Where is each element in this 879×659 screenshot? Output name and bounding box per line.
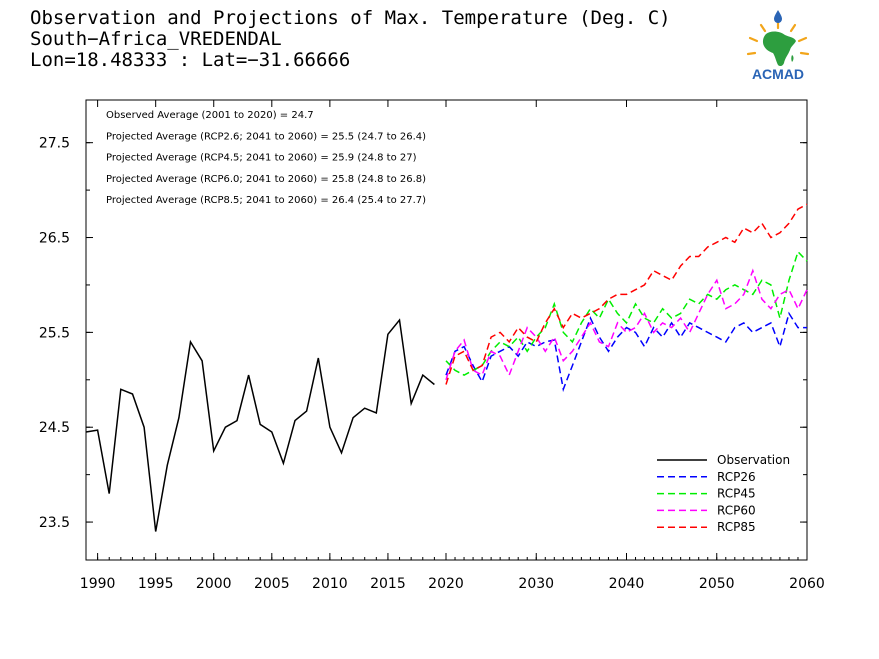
y-tick-label: 24.5	[39, 420, 70, 436]
x-tick-label: 2020	[428, 576, 464, 592]
x-tick-label: 2005	[254, 576, 290, 592]
series-line-rcp60	[445, 268, 808, 381]
y-tick-label: 23.5	[39, 515, 70, 531]
chart-subtitle: South−Africa_VREDENDAL	[30, 28, 282, 50]
annotation-2: Projected Average (RCP4.5; 2041 to 2060)…	[106, 153, 417, 164]
series-line-rcp85	[445, 203, 808, 385]
y-tick-label: 27.5	[39, 136, 70, 152]
x-tick-label: 2000	[196, 576, 232, 592]
annotation-4: Projected Average (RCP8.5; 2041 to 2060)…	[106, 195, 426, 206]
x-tick-label: 1995	[138, 576, 174, 592]
annotation-0: Observed Average (2001 to 2020) = 24.7	[106, 110, 314, 121]
annotation-1: Projected Average (RCP2.6; 2041 to 2060)…	[106, 131, 426, 142]
series-line-rcp26	[445, 311, 807, 393]
acmad-africa-logo-icon: ACMAD	[746, 10, 810, 82]
x-tick-label: 2060	[789, 576, 825, 592]
legend-label-rcp26: RCP26	[717, 470, 756, 484]
chart-title: Observation and Projections of Max. Temp…	[30, 7, 671, 29]
y-tick-label: 25.5	[39, 325, 70, 341]
y-axis: 23.5 24.5 25.5 26.5 27.5	[39, 136, 807, 531]
legend-label-rcp60: RCP60	[717, 503, 756, 517]
x-tick-label: 2050	[699, 576, 735, 592]
legend-label-observation: Observation	[717, 453, 790, 467]
x-tick-label: 2030	[518, 576, 554, 592]
legend: Observation RCP26 RCP45 RCP60 RCP85	[657, 453, 790, 534]
title-block: Observation and Projections of Max. Temp…	[30, 8, 671, 71]
x-tick-label: 2040	[609, 576, 645, 592]
x-axis: 1990 1995 2000 2005 2010 2015 2020 2030 2040 2050…	[80, 100, 825, 592]
x-tick-label: 2015	[370, 576, 406, 592]
annotations: Observed Average (2001 to 2020) = 24.7 Pr…	[106, 110, 426, 206]
legend-label-rcp45: RCP45	[717, 487, 756, 501]
series-group	[85, 203, 808, 532]
y-tick-label: 26.5	[39, 231, 70, 247]
plot-frame	[85, 99, 808, 561]
logo-text: ACMAD	[752, 66, 804, 82]
x-tick-label: 1990	[80, 576, 116, 592]
annotation-3: Projected Average (RCP6.0; 2041 to 2060)…	[106, 174, 426, 185]
x-tick-label: 2010	[312, 576, 348, 592]
series-line-rcp45	[445, 250, 808, 376]
legend-label-rcp85: RCP85	[717, 520, 756, 534]
series-line-observation	[85, 318, 435, 532]
chart-location: Lon=18.48333 : Lat=−31.66666	[30, 49, 351, 71]
